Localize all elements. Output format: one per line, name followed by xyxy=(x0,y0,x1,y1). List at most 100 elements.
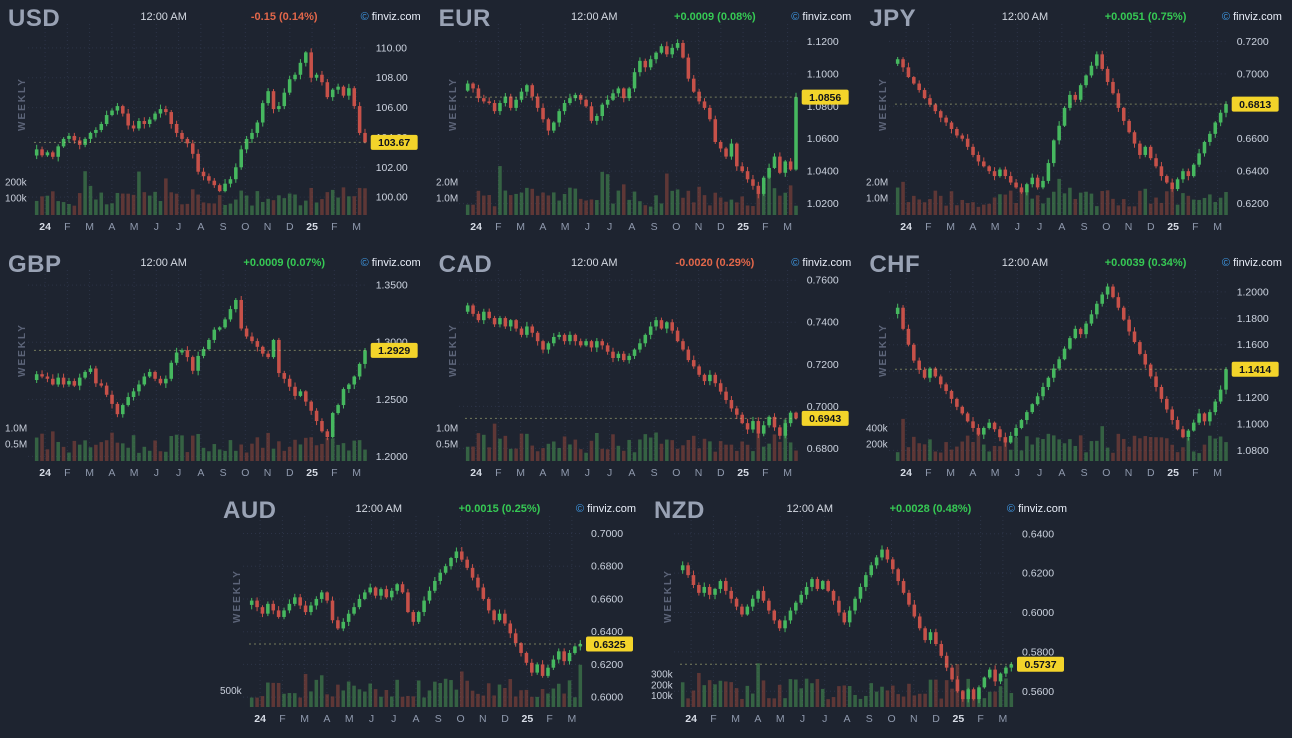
svg-text:A: A xyxy=(1059,222,1066,233)
timeframe-label: WEEKLY xyxy=(878,77,890,131)
svg-text:A: A xyxy=(628,222,635,233)
finviz-link[interactable]: © finviz.com xyxy=(1222,11,1282,23)
svg-text:0.6000: 0.6000 xyxy=(591,692,623,704)
svg-text:24: 24 xyxy=(39,468,51,479)
finviz-link[interactable]: © finviz.com xyxy=(576,503,636,515)
svg-text:0.5737: 0.5737 xyxy=(1024,659,1056,671)
svg-text:M: M xyxy=(998,713,1007,725)
svg-text:M: M xyxy=(130,222,139,233)
svg-text:1.0856: 1.0856 xyxy=(809,93,841,104)
svg-text:M: M xyxy=(516,468,525,479)
finviz-link[interactable]: © finviz.com xyxy=(1222,257,1282,269)
svg-text:F: F xyxy=(925,468,931,479)
svg-text:1.0800: 1.0800 xyxy=(1237,446,1269,457)
svg-text:S: S xyxy=(220,468,227,479)
svg-text:D: D xyxy=(286,468,294,479)
svg-text:D: D xyxy=(932,713,940,725)
svg-text:F: F xyxy=(925,222,931,233)
svg-text:24: 24 xyxy=(685,713,697,725)
time-label: 12:00 AM xyxy=(355,503,403,515)
svg-text:1.2000: 1.2000 xyxy=(1237,287,1269,298)
copyright-icon: © xyxy=(575,503,585,515)
svg-text:0.7200: 0.7200 xyxy=(806,360,838,371)
svg-text:1.2000: 1.2000 xyxy=(376,452,408,463)
svg-text:S: S xyxy=(1081,468,1088,479)
candlestick-chart-nzd: 24 F M A M J J A S O N D 25 F M 0.6400 0.6200 0.6000 0.580… xyxy=(651,516,1064,725)
svg-text:F: F xyxy=(331,468,337,479)
svg-text:M: M xyxy=(567,713,576,725)
copyright-icon: © xyxy=(791,11,800,23)
timeframe-label: WEEKLY xyxy=(447,77,459,131)
svg-text:24: 24 xyxy=(470,468,482,479)
svg-text:A: A xyxy=(197,468,204,479)
chart-panel-eur[interactable]: 24 F M A M J J A S O N D 25 F M 1.1200 1.1000 1.0800 1.060… xyxy=(431,0,862,246)
svg-text:N: N xyxy=(694,222,702,233)
candlestick-chart-usd: 24FMAMJJASOND25FM110.00108.00106.00104.0… xyxy=(5,24,418,233)
svg-text:1.0M: 1.0M xyxy=(436,423,458,434)
svg-text:J: J xyxy=(176,468,181,479)
svg-text:S: S xyxy=(435,713,442,725)
svg-text:A: A xyxy=(754,713,761,725)
svg-text:M: M xyxy=(300,713,309,725)
svg-text:0.6400: 0.6400 xyxy=(591,626,623,638)
copyright-icon: © xyxy=(1006,503,1016,515)
chart-panel-chf[interactable]: 24FMAMJJASOND25FM1.20001.18001.16001.140… xyxy=(861,246,1292,492)
chart-panel-cad[interactable]: 24 F M A M J J A S O N D 25 F M 0.7600 0.7400 0.7200 0.700… xyxy=(431,246,862,492)
svg-text:F: F xyxy=(495,468,501,479)
brand-name: finviz.com xyxy=(371,257,421,269)
finviz-link[interactable]: © finviz.com xyxy=(361,257,421,269)
finviz-link[interactable]: © finviz.com xyxy=(1007,503,1067,515)
svg-text:1.0600: 1.0600 xyxy=(806,134,838,145)
svg-text:500k: 500k xyxy=(220,686,243,697)
time-label: 12:00 AM xyxy=(1001,257,1049,269)
finviz-link[interactable]: © finviz.com xyxy=(361,11,421,23)
timeframe-label: WEEKLY xyxy=(663,569,674,623)
change-label: -0.15 (0.14%) xyxy=(250,11,318,23)
ticker-label: NZD xyxy=(654,497,705,524)
chart-panel-jpy[interactable]: 24FMAMJJASOND25FM0.72000.70000.68000.660… xyxy=(861,0,1292,246)
svg-text:M: M xyxy=(991,468,1000,479)
copyright-icon: © xyxy=(791,257,800,269)
chart-panel-gbp[interactable]: 24FMAMJJASOND25FM1.35001.30001.25001.200… xyxy=(0,246,431,492)
svg-text:J: J xyxy=(1015,468,1020,479)
svg-text:N: N xyxy=(694,468,702,479)
svg-text:0.7000: 0.7000 xyxy=(806,402,838,413)
chart-row-1: 24FMAMJJASOND25FM110.00108.00106.00104.0… xyxy=(0,0,1292,246)
svg-text:J: J xyxy=(1037,468,1042,479)
finviz-link[interactable]: © finviz.com xyxy=(791,257,851,269)
svg-text:1.0800: 1.0800 xyxy=(806,102,838,113)
chart-panel-usd[interactable]: 24FMAMJJASOND25FM110.00108.00106.00104.0… xyxy=(0,0,431,246)
svg-text:300k: 300k xyxy=(651,670,674,681)
svg-text:0.5M: 0.5M xyxy=(436,440,458,451)
time-label: 12:00 AM xyxy=(1001,11,1049,23)
svg-text:A: A xyxy=(539,468,546,479)
svg-text:24: 24 xyxy=(901,222,913,233)
copyright-icon: © xyxy=(360,11,369,23)
svg-text:M: M xyxy=(783,468,792,479)
svg-text:F: F xyxy=(1192,222,1198,233)
svg-text:0.6943: 0.6943 xyxy=(809,414,841,425)
chart-panel-aud[interactable]: 24 F M A M J J A S O N D 25 F M 0.7000 0.6800 0.6600 0.640… xyxy=(215,492,646,738)
svg-text:103.67: 103.67 xyxy=(378,138,410,149)
copyright-icon: © xyxy=(1221,11,1230,23)
change-label: -0.0020 (0.29%) xyxy=(675,257,755,269)
finviz-link[interactable]: © finviz.com xyxy=(791,11,851,23)
chart-panel-nzd[interactable]: 24 F M A M J J A S O N D 25 F M 0.6400 0.6200 0.6000 0.580… xyxy=(646,492,1077,738)
svg-text:F: F xyxy=(64,222,70,233)
chart-row-2: 24FMAMJJASOND25FM1.35001.30001.25001.200… xyxy=(0,246,1292,492)
svg-text:1.2500: 1.2500 xyxy=(376,395,408,406)
svg-text:0.7600: 0.7600 xyxy=(806,276,838,287)
svg-text:F: F xyxy=(762,468,768,479)
svg-text:0.6200: 0.6200 xyxy=(1237,199,1269,210)
svg-text:J: J xyxy=(154,468,159,479)
svg-text:A: A xyxy=(539,222,546,233)
svg-text:J: J xyxy=(822,713,827,725)
svg-text:N: N xyxy=(1125,222,1133,233)
svg-text:O: O xyxy=(672,222,680,233)
svg-text:108.00: 108.00 xyxy=(376,73,408,84)
svg-text:1.1600: 1.1600 xyxy=(1237,340,1269,351)
ticker-label: AUD xyxy=(223,497,277,524)
svg-text:O: O xyxy=(241,468,249,479)
svg-text:J: J xyxy=(584,468,589,479)
svg-text:D: D xyxy=(717,468,725,479)
